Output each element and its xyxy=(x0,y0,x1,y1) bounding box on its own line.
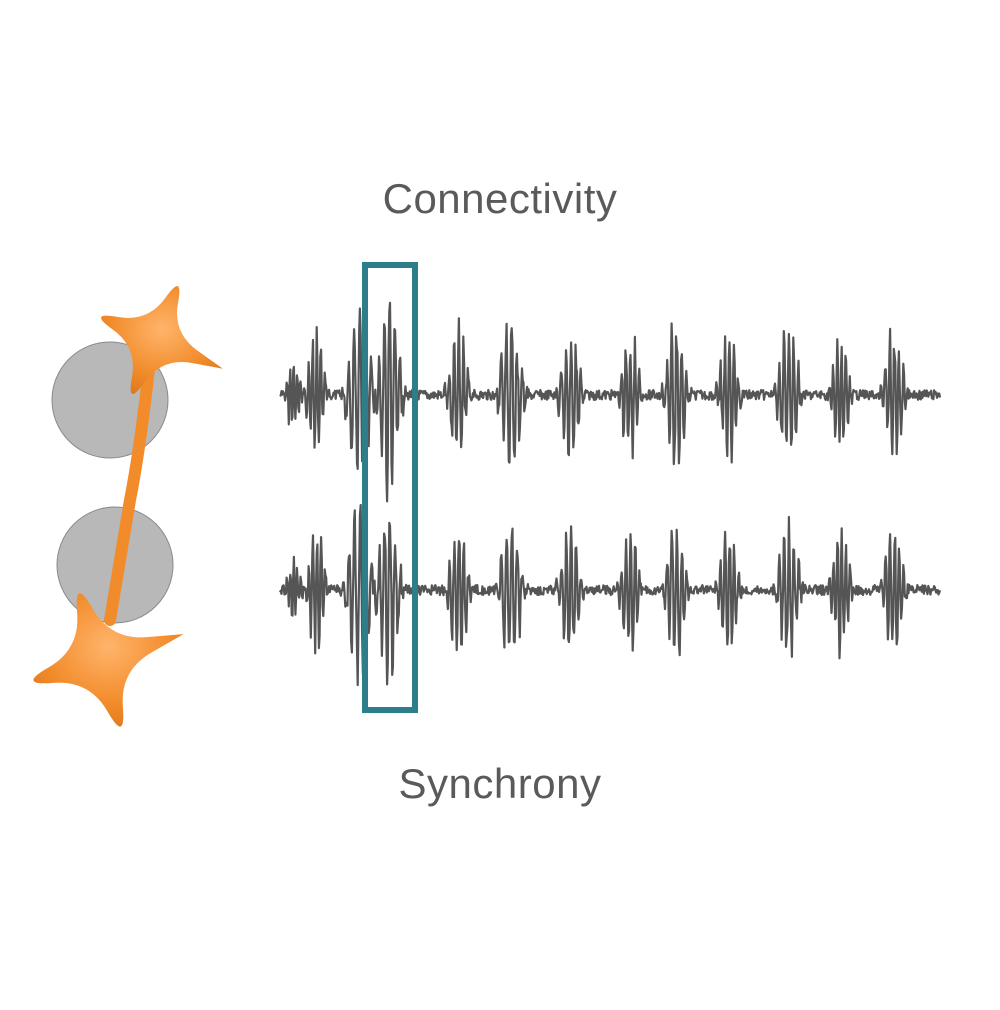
diagram-stage: Connectivity Synchrony xyxy=(0,0,1000,1010)
diagram-svg xyxy=(0,0,1000,1010)
signal-trace-1 xyxy=(280,303,940,502)
signal-trace-2 xyxy=(280,505,940,685)
